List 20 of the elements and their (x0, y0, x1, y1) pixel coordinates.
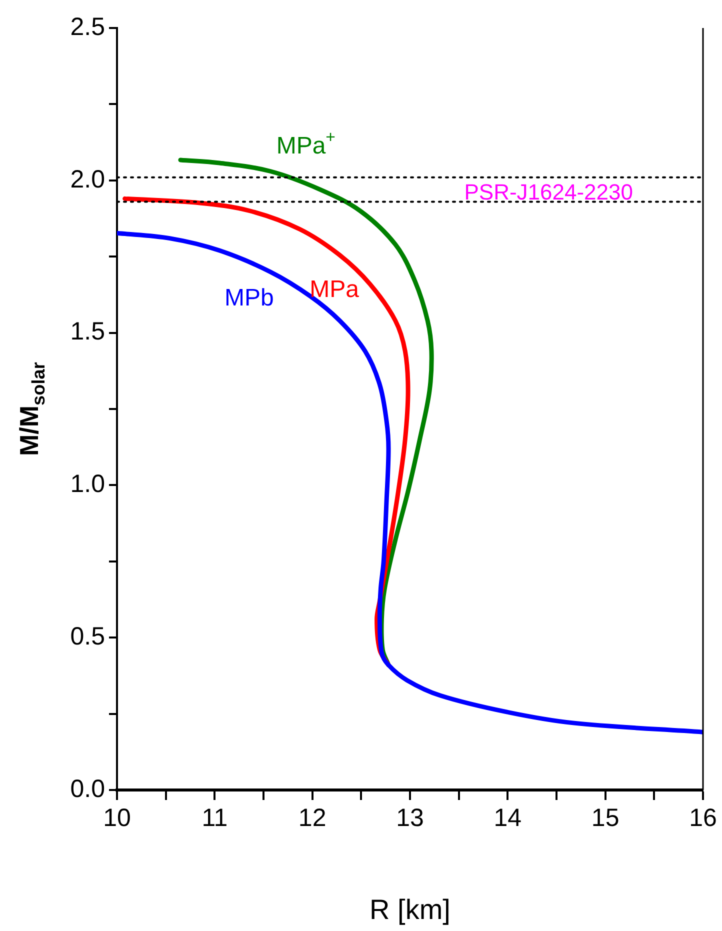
series-label: MPb (224, 284, 274, 312)
annotation: PSR-J1624-2230 (464, 179, 634, 204)
y-tick-label: 2.0 (70, 165, 105, 194)
y-tick-label: 2.5 (70, 12, 105, 41)
x-tick-label: 11 (202, 804, 228, 832)
series-label: MPa (310, 276, 360, 304)
x-tick-label: 16 (689, 804, 717, 832)
x-axis-title: R [km] (370, 894, 450, 925)
x-tick-label: 10 (103, 804, 131, 832)
y-tick-label: 1.0 (70, 470, 105, 498)
series-label: MPa+ (276, 127, 336, 160)
y-axis-title: M/Msolar (14, 362, 48, 456)
x-tick-label: 12 (298, 804, 326, 832)
x-tick-label: 14 (494, 804, 522, 832)
x-tick-label: 15 (591, 804, 620, 832)
line-series (117, 230, 703, 734)
y-tick-label: 1.5 (70, 318, 105, 346)
y-tick-label: 0.5 (70, 622, 105, 650)
x-tick-label: 13 (396, 804, 424, 832)
y-tick-label: 0.0 (70, 774, 105, 803)
